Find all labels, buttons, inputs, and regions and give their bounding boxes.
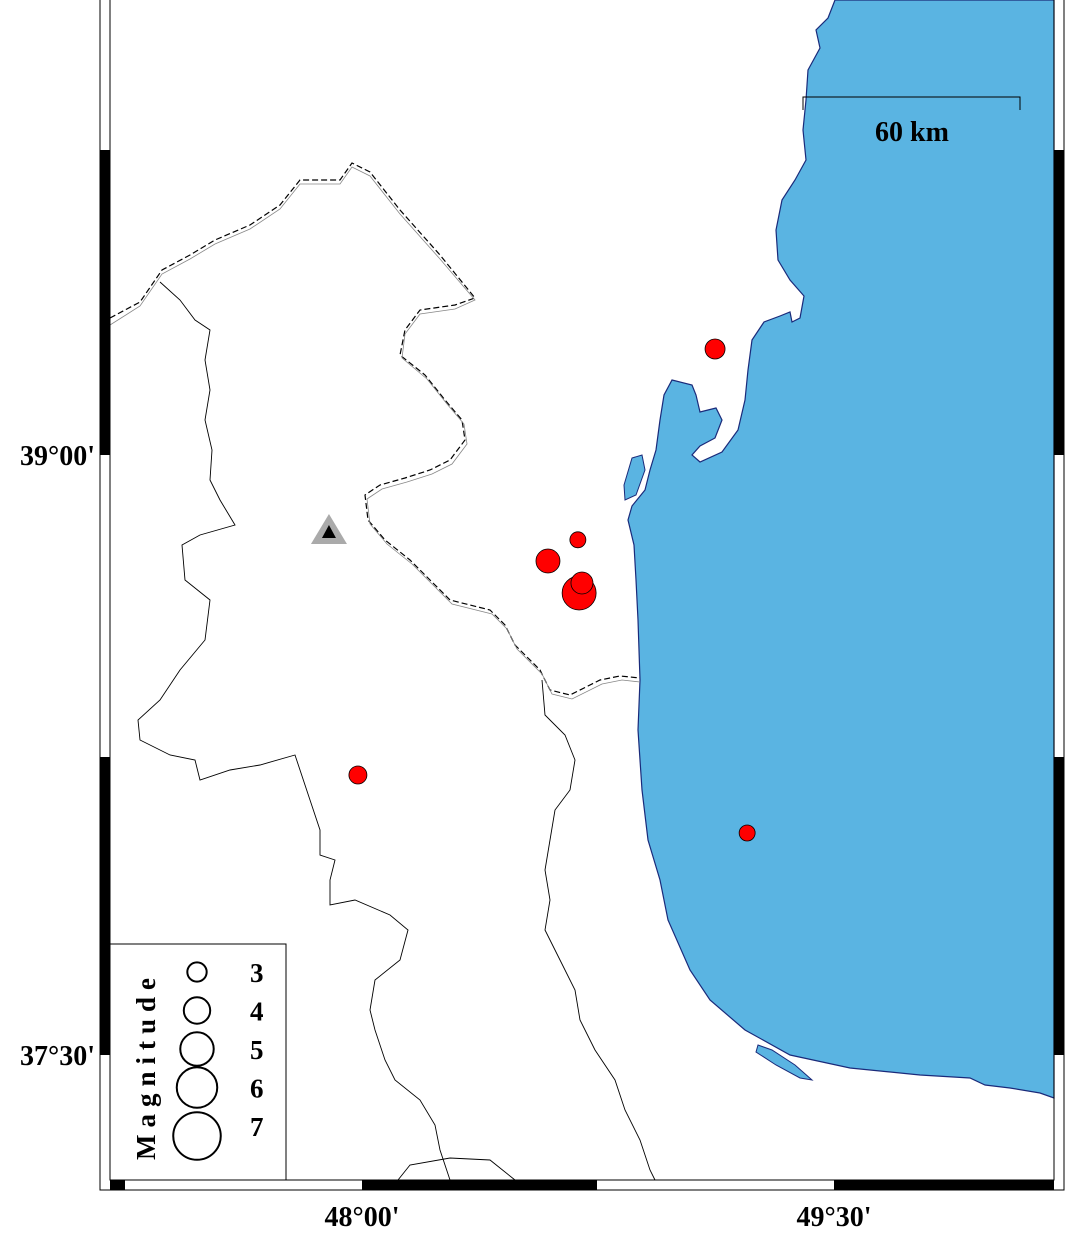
scale-bar-label: 60 km xyxy=(875,117,949,148)
legend-label: 7 xyxy=(250,1112,264,1142)
map-frame xyxy=(99,0,1065,1191)
longitude-label: 49°30' xyxy=(797,1202,872,1229)
legend-label: 4 xyxy=(250,997,264,1027)
legend-label: 3 xyxy=(250,958,264,988)
legend-circle xyxy=(179,1031,215,1067)
earthquake-event xyxy=(704,338,726,360)
magnitude-legend: Magnitude 3 4 5 6 7 xyxy=(109,943,287,1181)
province-boundary xyxy=(137,281,451,1181)
legend-circle xyxy=(172,1111,222,1161)
border-dashed xyxy=(109,162,641,696)
events-layer xyxy=(348,338,756,842)
sea xyxy=(627,0,1055,1099)
latitude-label: 37°30' xyxy=(20,1041,95,1072)
earthquake-event xyxy=(535,548,561,574)
legend-circle xyxy=(186,961,208,983)
province-boundary xyxy=(397,1157,516,1181)
earthquake-event xyxy=(738,824,756,842)
legend-title: Magnitude xyxy=(131,971,161,1160)
lagoon xyxy=(623,454,646,501)
earthquake-event xyxy=(569,531,587,549)
latitude-label: 39°00' xyxy=(20,441,95,472)
province-boundary xyxy=(541,679,656,1181)
scale-bar: 60 km xyxy=(802,96,1021,148)
legend-label: 5 xyxy=(250,1035,264,1065)
station-layer xyxy=(310,514,347,544)
border-solid xyxy=(109,166,641,700)
station-marker-icon xyxy=(321,525,336,538)
longitude-label: 48°00' xyxy=(325,1202,400,1229)
island xyxy=(755,1044,814,1081)
earthquake-event xyxy=(348,765,368,785)
earthquake-event xyxy=(570,571,594,595)
legend-label: 6 xyxy=(250,1074,264,1104)
legend-circle xyxy=(182,996,212,1025)
legend-circle xyxy=(175,1066,219,1109)
